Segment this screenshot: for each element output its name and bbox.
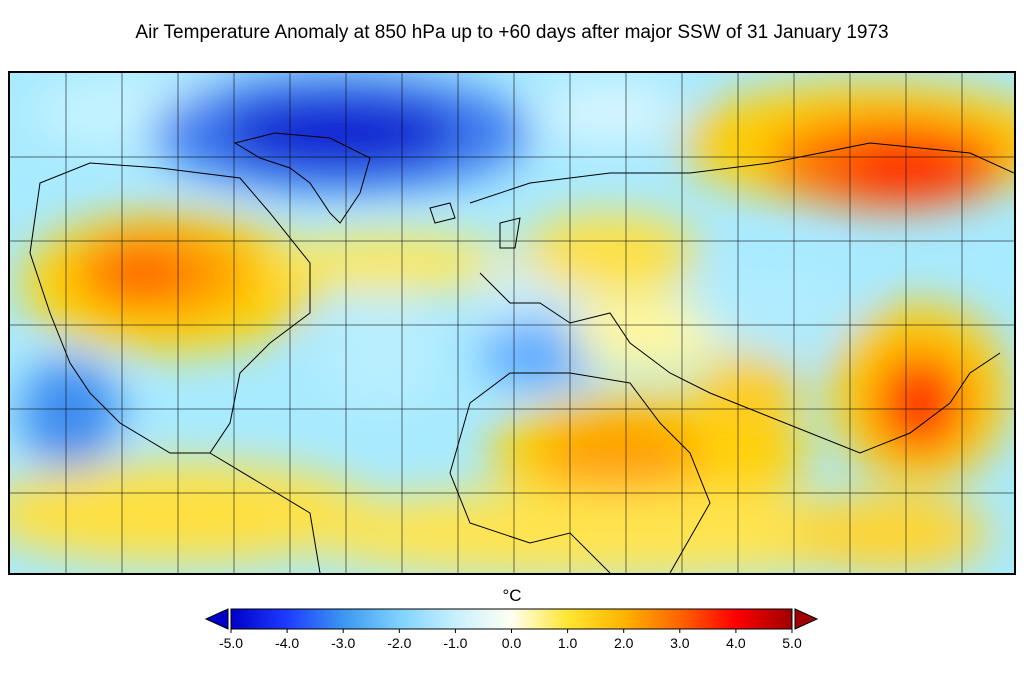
colorbar: -5.0 -4.0 -3.0 -2.0 -1.0 0.0 1.0 2.0 3.0 4.0 5.0 [200,604,830,674]
colorbar-tick-label: 0.0 [502,635,522,651]
colorbar-gradient [230,608,793,630]
colorbar-tick-label: -5.0 [219,635,243,651]
colorbar-tick-label: 4.0 [726,635,746,651]
colorbar-tick-label: 3.0 [670,635,690,651]
colorbar-tick-label: -4.0 [275,635,299,651]
colorbar-tick-label: -2.0 [387,635,411,651]
colorbar-tick-label: -3.0 [331,635,355,651]
colorbar-unit: °C [502,586,522,605]
colorbar-graphic: -5.0 -4.0 -3.0 -2.0 -1.0 0.0 1.0 2.0 3.0 4.0 5.0 [204,608,819,651]
colorbar-max-arrow [794,608,819,630]
colorbar-tick-label: 5.0 [782,635,802,651]
graticule [10,73,1014,573]
coastlines [29,132,1014,573]
colorbar-min-arrow [204,608,229,630]
colorbar-tick-label: 1.0 [558,635,578,651]
map-title: Air Temperature Anomaly at 850 hPa up to… [135,22,889,43]
anomaly-map [8,71,1016,575]
colorbar-tick-label: -1.0 [443,635,467,651]
anomaly-map-canvas [10,73,1014,573]
colorbar-tick-label: 2.0 [614,635,634,651]
